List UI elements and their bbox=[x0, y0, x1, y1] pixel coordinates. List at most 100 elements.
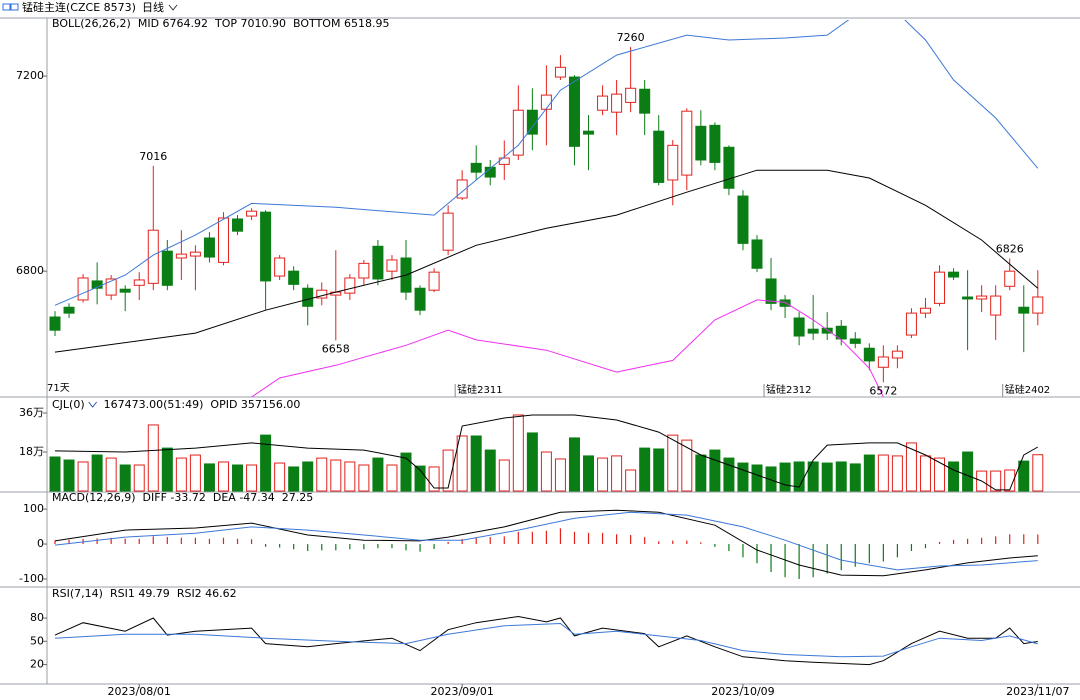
volume-bar bbox=[611, 455, 623, 492]
volume-bar bbox=[260, 434, 272, 492]
volume-bar bbox=[456, 435, 468, 492]
low-label: 6572 bbox=[869, 384, 897, 397]
x-tick-label: 2023/09/01 bbox=[430, 685, 493, 698]
candle-body bbox=[751, 239, 763, 269]
candle-body bbox=[905, 312, 917, 336]
volume-bar bbox=[1018, 460, 1030, 492]
candle-body bbox=[962, 296, 974, 300]
volume-bar bbox=[639, 447, 651, 492]
volume-bar bbox=[302, 461, 314, 492]
candle-body bbox=[597, 95, 609, 111]
volume-bar bbox=[203, 463, 215, 492]
candle-body bbox=[372, 245, 384, 280]
volume-bar bbox=[442, 449, 454, 492]
volume-bar bbox=[667, 434, 679, 492]
dropdown-arrow[interactable] bbox=[168, 4, 178, 11]
volume-bar bbox=[779, 462, 791, 492]
y-tick-label: 100 bbox=[23, 502, 44, 515]
volume-bar bbox=[484, 449, 496, 492]
volume-bar bbox=[653, 448, 665, 492]
candle-body bbox=[948, 271, 960, 278]
candle-body bbox=[821, 327, 833, 334]
volume-bar bbox=[948, 461, 960, 492]
volume-bar bbox=[905, 442, 917, 492]
legend-item: RSI2 46.62 bbox=[177, 587, 237, 600]
panel bbox=[54, 509, 1039, 579]
title[interactable]: 锰硅主连(CZCE 8573) bbox=[22, 0, 136, 14]
candle-body bbox=[217, 217, 229, 263]
candle-body bbox=[1032, 296, 1044, 314]
volume-bar bbox=[274, 462, 286, 492]
icon bbox=[10, 3, 19, 11]
candle-body bbox=[119, 288, 131, 293]
volume-bar bbox=[540, 451, 552, 492]
volume-bar bbox=[863, 454, 875, 492]
volume-bar bbox=[765, 466, 777, 492]
candle-body bbox=[583, 130, 595, 135]
candle-body bbox=[568, 76, 580, 147]
indicator-line bbox=[54, 509, 1038, 577]
high-label: 6826 bbox=[996, 242, 1024, 255]
volume-bar bbox=[288, 466, 300, 492]
legend-item: BOTTOM 6518.95 bbox=[293, 17, 389, 30]
volume-bar bbox=[849, 463, 861, 492]
candle-body bbox=[274, 257, 286, 277]
candle-body bbox=[919, 307, 931, 314]
candle-body bbox=[49, 316, 61, 331]
volume-bar bbox=[919, 455, 931, 492]
candle-body bbox=[540, 94, 552, 110]
volume-bar bbox=[554, 458, 566, 492]
volume-bar bbox=[105, 457, 117, 492]
volume-bar bbox=[91, 454, 103, 492]
indicator-line bbox=[54, 20, 1039, 306]
high-label: 7260 bbox=[617, 31, 645, 44]
volume-bar bbox=[77, 461, 89, 492]
volume-bar bbox=[217, 461, 229, 492]
panel bbox=[49, 20, 1044, 397]
candle-body bbox=[512, 109, 524, 156]
y-tick-label: 20 bbox=[30, 658, 44, 671]
legend-item: DIFF -33.72 bbox=[143, 491, 206, 504]
volume-bar bbox=[400, 452, 412, 492]
volume-bar bbox=[498, 459, 510, 492]
y-tick-label: 50 bbox=[30, 634, 44, 647]
y-tick-label: 80 bbox=[30, 611, 44, 624]
candle-body bbox=[260, 211, 272, 282]
volume-bar bbox=[934, 457, 946, 492]
dropdown-arrow bbox=[88, 401, 98, 408]
contract-label: 锰硅2402 bbox=[1005, 383, 1050, 396]
icon bbox=[2, 3, 11, 11]
y-tick-label: -100 bbox=[19, 572, 44, 585]
legend-item: RSI1 49.79 bbox=[110, 587, 170, 600]
volume-bar bbox=[372, 457, 384, 492]
candle-body bbox=[77, 277, 89, 301]
candle-body bbox=[105, 278, 117, 296]
volume-bar bbox=[232, 464, 244, 492]
candle-body bbox=[625, 87, 637, 103]
volume-bar bbox=[512, 414, 524, 492]
day-count: 71天 bbox=[47, 383, 70, 394]
volume-bar bbox=[737, 462, 749, 492]
candle-body bbox=[386, 259, 398, 272]
candle-body bbox=[611, 93, 623, 113]
candle-body bbox=[667, 144, 679, 181]
candle-body bbox=[779, 299, 791, 307]
candle-body bbox=[428, 271, 440, 291]
candle-body bbox=[891, 350, 903, 359]
indicator-line bbox=[54, 414, 1039, 491]
indicator-line bbox=[54, 511, 1038, 571]
volume-bar bbox=[330, 459, 342, 492]
candle-body bbox=[765, 278, 777, 304]
candle-body bbox=[63, 306, 75, 314]
volume-bar bbox=[175, 457, 187, 492]
legend-item: RSI(7,14) bbox=[52, 587, 103, 600]
x-tick-label: 2023/08/01 bbox=[108, 685, 171, 698]
candle-body bbox=[344, 277, 356, 294]
period[interactable]: 日线 bbox=[142, 0, 164, 14]
x-tick-label: 2023/11/07 bbox=[1006, 685, 1069, 698]
candle-body bbox=[554, 66, 566, 78]
volume-bar bbox=[63, 459, 75, 492]
candle-body bbox=[1018, 306, 1030, 314]
volume-bar bbox=[1004, 469, 1016, 492]
